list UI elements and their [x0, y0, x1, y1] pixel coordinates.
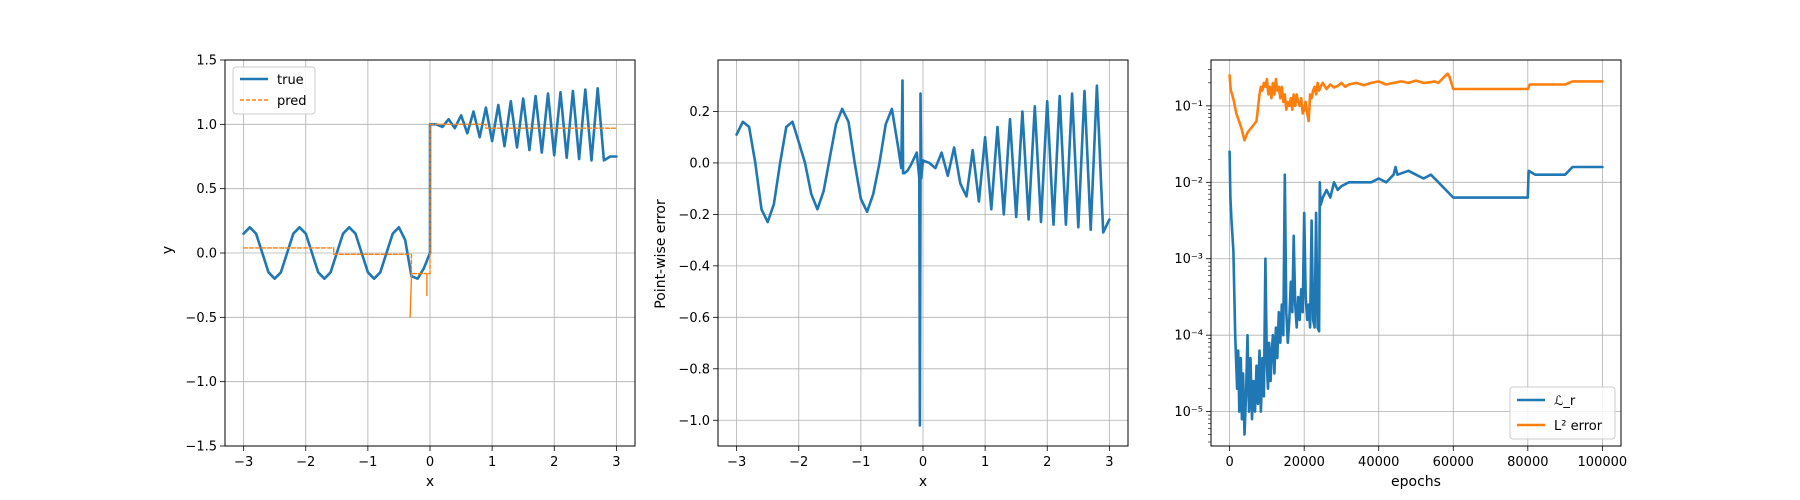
true-vs-pred-x-tick-label: 3 — [612, 455, 620, 470]
true-vs-pred-y-tick-label: −0.5 — [185, 311, 217, 326]
pointwise-error-x-tick-label: −2 — [789, 455, 808, 470]
true-vs-pred-series-line-1 — [242, 123, 618, 318]
training-curves-x-tick-label: 40000 — [1358, 455, 1399, 470]
training-curves-y-tick-label: 10⁻³ — [1174, 252, 1203, 267]
pointwise-error-plot-layer: −3 −2 −1 0 1 2 3 −1.0 −0.8 −0.6 −0.4 −0.2 0.0 0.2 — [678, 59, 1129, 470]
true-vs-pred-legend: true pred — [232, 66, 316, 115]
true-vs-pred-ylabel: y — [160, 246, 176, 254]
pointwise-error-y-tick-label: 0.0 — [689, 156, 710, 171]
true-vs-pred-plot-layer: −3 −2 −1 0 1 2 3 −1.5 −1.0 −0.5 0.0 0.5 1.0 1.5 — [185, 54, 636, 470]
pointwise-error-y-tick-label: −0.2 — [678, 208, 710, 223]
true-vs-pred-x-tick-label: 0 — [426, 455, 434, 470]
true-vs-pred-x-tick-label: 2 — [550, 455, 558, 470]
pointwise-error-x-tick-label: 1 — [981, 455, 989, 470]
training-curves-legend: ℒ_r L² error — [1509, 386, 1616, 440]
true-vs-pred-panel: −3 −2 −1 0 1 2 3 −1.5 −1.0 −0.5 0.0 0.5 1.0 1.5 x y t… — [160, 54, 636, 490]
training-curves-x-tick-label: 0 — [1225, 455, 1233, 470]
pointwise-error-y-tick-label: −0.4 — [678, 259, 710, 274]
true-vs-pred-plot-frame — [224, 59, 636, 447]
pointwise-error-x-tick-label: 3 — [1105, 455, 1113, 470]
training-curves-series-line-1 — [1228, 72, 1604, 142]
training-curves-panel: 0 20000 40000 60000 80000 100000 10⁻⁵ 10⁻⁴ 10⁻³ 1… — [1174, 59, 1628, 490]
legend-label-l2-error: L² error — [1554, 419, 1603, 434]
pointwise-error-series-line-0 — [735, 79, 1111, 427]
true-vs-pred-y-tick-label: 1.0 — [196, 118, 217, 133]
legend-label-true: true — [277, 73, 304, 88]
training-curves-x-tick-label: 80000 — [1507, 455, 1548, 470]
training-curves-y-tick-label: 10⁻¹ — [1174, 99, 1203, 114]
legend-label-loss: ℒ_r — [1554, 394, 1576, 409]
true-vs-pred-xlabel: x — [426, 474, 434, 490]
true-vs-pred-y-tick-label: 1.5 — [196, 54, 217, 69]
training-curves-plot-area — [1211, 60, 1621, 446]
true-vs-pred-y-tick-label: 0.0 — [196, 247, 217, 262]
pointwise-error-xlabel: x — [919, 474, 927, 490]
legend-label-pred: pred — [277, 94, 307, 109]
pointwise-error-y-tick-label: 0.2 — [689, 105, 710, 120]
pointwise-error-y-tick-label: −0.6 — [678, 311, 710, 326]
true-vs-pred-x-tick-label: −2 — [296, 455, 315, 470]
pointwise-error-plot-frame — [717, 59, 1129, 447]
training-curves-x-tick-label: 60000 — [1433, 455, 1474, 470]
pointwise-error-x-tick-label: −3 — [727, 455, 746, 470]
training-curves-y-tick-label: 10⁻² — [1174, 176, 1203, 191]
training-curves-plot-frame — [1210, 59, 1622, 447]
true-vs-pred-x-tick-label: −1 — [358, 455, 377, 470]
training-curves-x-tick-label: 20000 — [1284, 455, 1325, 470]
true-vs-pred-y-tick-label: −1.0 — [185, 375, 217, 390]
pointwise-error-x-tick-label: 2 — [1043, 455, 1051, 470]
pointwise-error-y-tick-label: −1.0 — [678, 414, 710, 429]
true-vs-pred-x-tick-label: 1 — [488, 455, 496, 470]
pointwise-error-panel: −3 −2 −1 0 1 2 3 −1.0 −0.8 −0.6 −0.4 −0.2 0.0 0.2 x P… — [653, 59, 1129, 490]
pointwise-error-y-tick-label: −0.8 — [678, 362, 710, 377]
true-vs-pred-y-tick-label: −1.5 — [185, 440, 217, 455]
pointwise-error-x-tick-label: 0 — [919, 455, 927, 470]
training-curves-x-tick-label: 100000 — [1578, 455, 1628, 470]
training-curves-plot-layer: 0 20000 40000 60000 80000 100000 10⁻⁵ 10⁻⁴ 10⁻³ 1… — [1174, 59, 1628, 470]
training-curves-y-tick-label: 10⁻⁵ — [1174, 405, 1203, 420]
true-vs-pred-y-tick-label: 0.5 — [196, 182, 217, 197]
true-vs-pred-x-tick-label: −3 — [234, 455, 253, 470]
pointwise-error-x-tick-label: −1 — [851, 455, 870, 470]
training-curves-series-line-0 — [1228, 150, 1604, 436]
training-curves-xlabel: epochs — [1391, 474, 1441, 490]
training-curves-y-tick-label: 10⁻⁴ — [1174, 329, 1203, 344]
pointwise-error-ylabel: Point-wise error — [653, 199, 669, 309]
